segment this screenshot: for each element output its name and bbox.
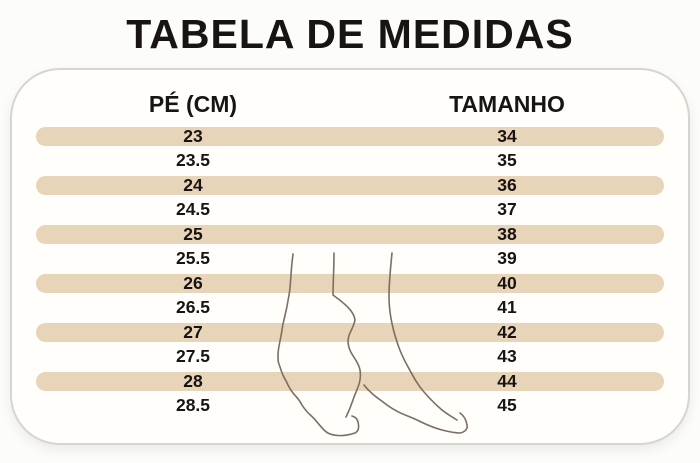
size-value: 38	[497, 223, 517, 244]
size-value: 36	[497, 174, 517, 195]
table-row: 25.5 39	[36, 247, 664, 272]
table-row: 24.5 37	[36, 198, 664, 223]
table-row: 28 44	[36, 370, 664, 391]
foot-cm-value: 28	[183, 370, 203, 391]
size-value: 44	[497, 370, 517, 391]
table-row: 23 34	[36, 125, 664, 146]
size-chart-table: PÉ (CM) TAMANHO 23 34 23.5 35 24 36 24.5 37 25 38…	[36, 84, 664, 418]
foot-cm-value: 26	[183, 272, 203, 293]
foot-cm-value: 26.5	[175, 297, 211, 317]
size-value: 40	[497, 272, 517, 293]
size-value: 42	[497, 321, 517, 342]
size-value: 41	[497, 297, 517, 317]
table-row: 26 40	[36, 272, 664, 293]
size-value: 45	[497, 395, 517, 415]
foot-cm-value: 24.5	[175, 199, 211, 219]
table-row: 23.5 35	[36, 149, 664, 174]
size-value: 43	[497, 346, 517, 366]
size-chart-card: PÉ (CM) TAMANHO 23 34 23.5 35 24 36 24.5 37 25 38…	[10, 68, 690, 445]
table-row: 26.5 41	[36, 296, 664, 321]
table-rows: 23 34 23.5 35 24 36 24.5 37 25 38 25.5 39 26 40 26.5 41…	[36, 125, 664, 419]
table-row: 25 38	[36, 223, 664, 244]
foot-cm-value: 28.5	[175, 395, 211, 415]
foot-cm-value: 23	[183, 125, 203, 146]
page-title: TABELA DE MEDIDAS	[126, 10, 574, 57]
column-header-foot-cm: PÉ (CM)	[148, 90, 238, 117]
foot-cm-value: 24	[183, 174, 203, 195]
foot-cm-value: 27	[183, 321, 203, 342]
size-value: 34	[497, 125, 517, 146]
column-header-size: TAMANHO	[449, 90, 565, 117]
foot-cm-value: 25.5	[175, 248, 211, 268]
table-row: 27 42	[36, 321, 664, 342]
table-header-row: PÉ (CM) TAMANHO	[36, 84, 664, 124]
table-row: 28.5 45	[36, 394, 664, 419]
size-value: 37	[497, 199, 517, 219]
size-value: 39	[497, 248, 517, 268]
table-row: 27.5 43	[36, 345, 664, 370]
foot-cm-value: 23.5	[175, 150, 211, 170]
table-row: 24 36	[36, 174, 664, 195]
size-value: 35	[497, 150, 517, 170]
foot-cm-value: 27.5	[175, 346, 211, 366]
foot-cm-value: 25	[183, 223, 203, 244]
